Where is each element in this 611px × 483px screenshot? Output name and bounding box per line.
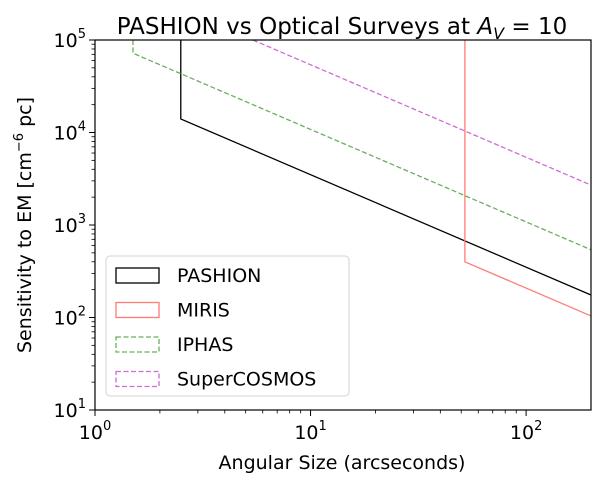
legend-swatch-pashion [115,267,160,284]
y-tick-label: 102 [54,305,86,330]
chart-title-math-rest: = 10 [504,14,567,40]
x-tick-label-exp: 2 [534,419,542,434]
legend-swatch-miris [115,301,160,319]
y-tick-label-exp: 4 [78,120,86,135]
y-tick-label: 103 [54,212,86,237]
x-tick-label-exp: 0 [103,419,111,434]
x-tick-label: 102 [510,419,542,444]
x-tick-label-base: 10 [79,422,103,444]
y-axis-label: Sensitivity to EM [cm−6 pc] [12,97,36,353]
chart-title-prefix: PASHION vs Optical Surveys at [117,14,478,40]
legend-box [105,255,350,397]
series-layer [132,39,592,317]
legend-label-supercosmos: SuperCOSMOS [177,369,316,391]
chart-title: PASHION vs Optical Surveys at AV = 10 [117,14,567,43]
x-tick-label-exp: 1 [319,419,327,434]
y-axis-label-sup: −6 [12,133,27,152]
legend-label-iphas: IPHAS [177,334,233,356]
y-tick-label-exp: 2 [78,305,86,320]
x-axis-label: Angular Size (arcseconds) [219,452,466,474]
series-line-supercosmos [252,39,592,186]
x-tick-label: 100 [79,419,111,444]
y-tick-label-base: 10 [54,123,78,145]
x-tick-label-base: 10 [294,422,318,444]
y-tick-label: 101 [54,397,86,422]
y-tick-label-base: 10 [54,215,78,237]
y-tick-label-exp: 3 [78,212,86,227]
y-axis-label-prefix: Sensitivity to EM [cm [14,152,36,353]
legend-swatch-iphas [115,336,160,353]
y-axis-label-suffix: pc] [14,97,36,133]
y-tick-label: 104 [54,120,86,145]
chart-title-math-sub: V [493,24,505,43]
chart-title-math-main: A [475,14,493,40]
legend-swatch-supercosmos [115,370,160,388]
x-tick-label: 101 [294,419,326,444]
legend-label-miris: MIRIS [177,300,230,322]
y-tick-label-base: 10 [54,308,78,330]
y-tick-label: 105 [54,27,86,52]
series-line-iphas [132,40,592,251]
x-axis-ticks: 100 101 102 [79,410,542,444]
legend: PASHION MIRIS IPHAS SuperCOSMOS [105,255,350,397]
y-tick-label-exp: 1 [78,397,86,412]
legend-label-pashion: PASHION [177,265,261,287]
y-tick-label-exp: 5 [78,27,86,42]
series-line-miris [464,40,592,317]
y-tick-label-base: 10 [54,400,78,422]
x-tick-label-base: 10 [510,422,534,444]
y-tick-label-base: 10 [54,30,78,52]
series-line-pashion [180,40,592,296]
